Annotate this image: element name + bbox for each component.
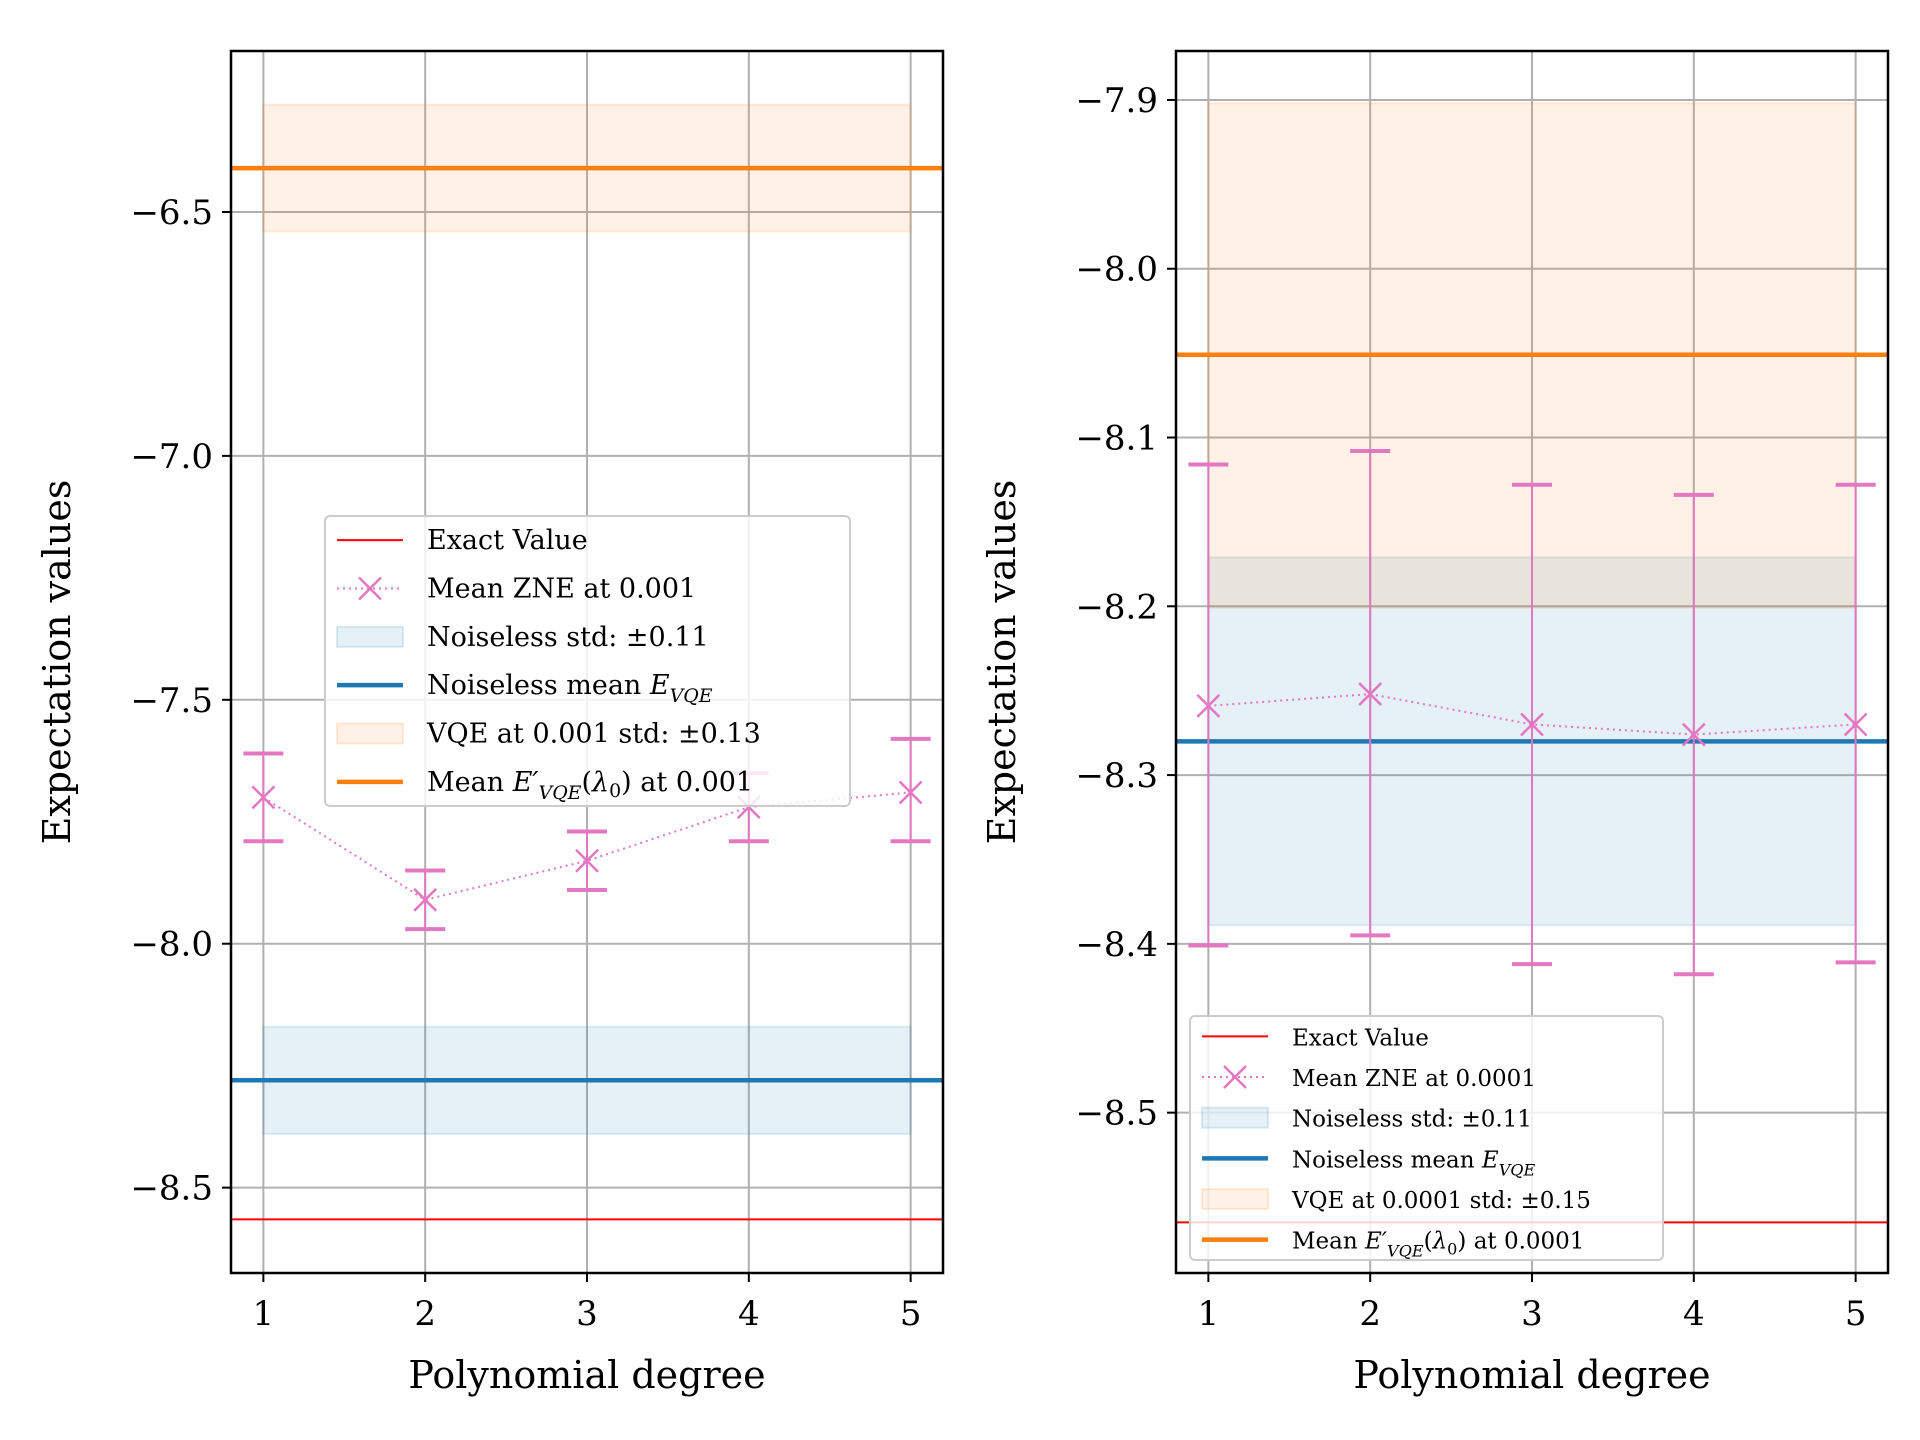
legend-label: Noiseless mean EVQE xyxy=(1292,1147,1536,1179)
legend-entry: Exact Value xyxy=(1202,1025,1429,1051)
plot-area xyxy=(1176,51,1888,1273)
legend: Exact Value Mean ZNE at 0.0001 Noiseless s… xyxy=(1189,1015,1664,1261)
legend-label: Mean E′VQE(λ0) at 0.0001 xyxy=(1292,1229,1584,1261)
zne-marker xyxy=(575,848,599,873)
legend-entry: Mean ZNE at 0.0001 xyxy=(1202,1065,1536,1092)
x-tick-label: 5 xyxy=(900,1294,922,1334)
zne-marker xyxy=(1358,682,1383,706)
zne-marker xyxy=(413,887,438,912)
zne-marker xyxy=(251,785,276,810)
zne-marker xyxy=(1681,722,1706,747)
legend-label: Noiseless std: ±0.11 xyxy=(1292,1107,1532,1133)
y-tick-label: −8.0 xyxy=(130,925,213,965)
legend-handle xyxy=(336,722,404,745)
y-tick-label: −6.5 xyxy=(130,193,213,233)
legend-label: Exact Value xyxy=(1292,1025,1429,1051)
legend-handle xyxy=(1201,1106,1269,1129)
y-tick-label: −7.5 xyxy=(130,681,213,721)
x-tick-label: 2 xyxy=(1359,1294,1381,1334)
legend-label: Noiseless std: ±0.11 xyxy=(427,622,709,653)
x-tick-label: 1 xyxy=(253,1294,275,1334)
legend-entry: Mean E′VQE(λ0) at 0.0001 xyxy=(1202,1229,1584,1261)
y-axis-label: Expectation values xyxy=(35,480,79,845)
y-tick-label: −8.1 xyxy=(1075,419,1158,459)
y-tick-label: −7.0 xyxy=(130,437,213,477)
y-tick-label: −8.5 xyxy=(130,1169,213,1209)
legend-label: VQE at 0.0001 std: ±0.15 xyxy=(1291,1188,1591,1214)
x-tick-label: 4 xyxy=(1683,1294,1705,1334)
x-tick-label: 4 xyxy=(738,1294,760,1334)
zne-mean-line xyxy=(1208,693,1856,736)
x-tick-label: 5 xyxy=(1845,1294,1867,1334)
legend-entry: VQE at 0.0001 std: ±0.15 xyxy=(1201,1188,1591,1214)
legend-entry: Noiseless mean EVQE xyxy=(1202,1147,1536,1179)
legend-entry: Noiseless std: ±0.11 xyxy=(336,622,709,653)
plot-area xyxy=(231,51,943,1273)
legend-handle xyxy=(1202,1065,1268,1089)
legend-entry: Noiseless std: ±0.11 xyxy=(1201,1106,1532,1133)
legend-label: Mean ZNE at 0.001 xyxy=(427,574,696,605)
y-tick-label: −7.9 xyxy=(1075,81,1158,121)
legend: Exact Value Mean ZNE at 0.001 Noiseless st… xyxy=(324,515,851,807)
legend-entry: Noiseless mean EVQE xyxy=(337,670,713,707)
x-tick-label: 2 xyxy=(414,1294,436,1334)
zne-marker xyxy=(1520,712,1544,737)
chart-right: 1 2 3 4 5 −8.5 −8.4 −8.3 −8.2 −8.1 −8.0 −7.9 Polynom… xyxy=(980,49,1890,1397)
legend-entry: Exact Value xyxy=(337,525,588,556)
legend-label: Noiseless mean EVQE xyxy=(427,670,713,707)
y-tick-label: −8.2 xyxy=(1075,587,1158,627)
legend-handle xyxy=(337,576,403,601)
y-tick-label: −8.4 xyxy=(1075,925,1158,965)
chart-left: 1 2 3 4 5 −8.5 −8.0 −7.5 −7.0 −6.5 Polynomial degr… xyxy=(35,49,945,1397)
y-tick-label: −8.0 xyxy=(1075,250,1158,290)
y-tick-label: −8.5 xyxy=(1075,1094,1158,1134)
x-axis-label: Polynomial degree xyxy=(408,1353,765,1397)
zne-error-bar xyxy=(890,736,931,844)
legend-handle xyxy=(1201,1188,1269,1210)
x-tick-label: 3 xyxy=(576,1294,598,1334)
y-axis-label: Expectation values xyxy=(980,480,1024,845)
x-tick-label: 3 xyxy=(1521,1294,1543,1334)
legend-entry: Mean E′VQE(λ0) at 0.001 xyxy=(337,767,753,804)
x-axis-label: Polynomial degree xyxy=(1353,1353,1710,1397)
legend-label: Mean ZNE at 0.0001 xyxy=(1292,1066,1536,1092)
legend-handle xyxy=(336,625,404,648)
zne-marker xyxy=(898,780,923,805)
y-tick-label: −8.3 xyxy=(1075,756,1158,796)
x-tick-label: 1 xyxy=(1198,1294,1220,1334)
legend-entry: VQE at 0.001 std: ±0.13 xyxy=(336,719,761,750)
legend-label: Mean E′VQE(λ0) at 0.001 xyxy=(427,767,753,804)
legend-label: VQE at 0.001 std: ±0.13 xyxy=(426,719,761,750)
legend-label: Exact Value xyxy=(427,525,588,556)
zne-marker xyxy=(1843,712,1868,737)
zne-marker xyxy=(1196,694,1221,718)
legend-entry: Mean ZNE at 0.001 xyxy=(337,574,696,605)
